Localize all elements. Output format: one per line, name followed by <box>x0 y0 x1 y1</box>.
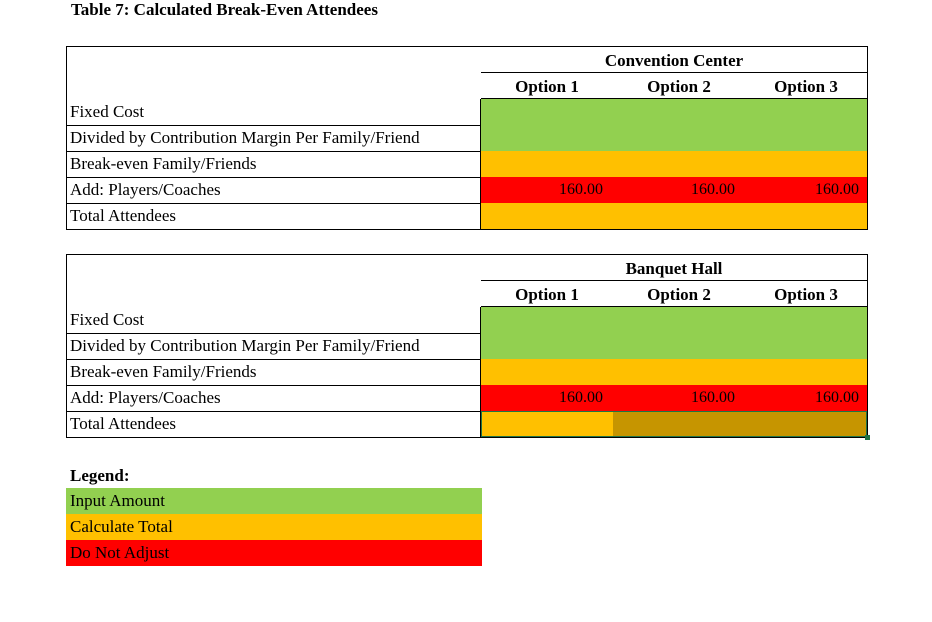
row-label-fixed-cost: Fixed Cost <box>70 310 145 329</box>
total-cells[interactable] <box>481 203 867 229</box>
players-value-option-1[interactable]: 160.00 <box>559 389 603 406</box>
players-cells[interactable] <box>481 177 867 203</box>
legend-input-amount: Input Amount <box>66 488 482 514</box>
option-1-header: Option 1 <box>481 73 613 99</box>
table-title: Table 7: Calculated Break-Even Attendees <box>71 0 378 19</box>
option-1-header: Option 1 <box>481 281 613 307</box>
option-3-header: Option 3 <box>745 73 867 99</box>
row-label-breakeven: Break-even Family/Friends <box>70 362 257 381</box>
row-label-add-players: Add: Players/Coaches <box>70 180 221 199</box>
row-label-fixed-cost: Fixed Cost <box>70 102 145 121</box>
legend-do-not-adjust: Do Not Adjust <box>66 540 482 566</box>
players-value-option-2[interactable]: 160.00 <box>691 389 735 406</box>
players-value-option-3[interactable]: 160.00 <box>815 389 859 406</box>
input-cells-fixed-divided[interactable] <box>481 307 867 359</box>
row-label-divided: Divided by Contribution Margin Per Famil… <box>70 128 420 147</box>
row-label-total: Total Attendees <box>70 206 176 225</box>
legend-title: Legend: <box>70 466 130 485</box>
legend-calculate-total: Calculate Total <box>66 514 482 540</box>
group-header: Convention Center <box>481 47 867 73</box>
option-2-header: Option 2 <box>613 281 745 307</box>
convention-center-table: Convention Center Option 1 Option 2 Opti… <box>66 46 868 230</box>
players-cells[interactable] <box>481 385 867 411</box>
group-header: Banquet Hall <box>481 255 867 281</box>
row-label-add-players: Add: Players/Coaches <box>70 388 221 407</box>
selected-range-highlight[interactable] <box>613 412 866 436</box>
banquet-hall-table: Banquet Hall Option 1 Option 2 Option 3 … <box>66 254 870 440</box>
breakeven-cells[interactable] <box>481 151 867 177</box>
row-label-divided: Divided by Contribution Margin Per Famil… <box>70 336 420 355</box>
breakeven-cells[interactable] <box>481 359 867 385</box>
row-label-total: Total Attendees <box>70 414 176 433</box>
option-3-header: Option 3 <box>745 281 867 307</box>
players-value-option-2[interactable]: 160.00 <box>691 181 735 198</box>
option-2-header: Option 2 <box>613 73 745 99</box>
cell-selection-outline[interactable] <box>481 411 867 437</box>
players-value-option-1[interactable]: 160.00 <box>559 181 603 198</box>
fill-handle[interactable] <box>865 435 870 440</box>
row-label-breakeven: Break-even Family/Friends <box>70 154 257 173</box>
input-cells-fixed-divided[interactable] <box>481 99 867 151</box>
players-value-option-3[interactable]: 160.00 <box>815 181 859 198</box>
